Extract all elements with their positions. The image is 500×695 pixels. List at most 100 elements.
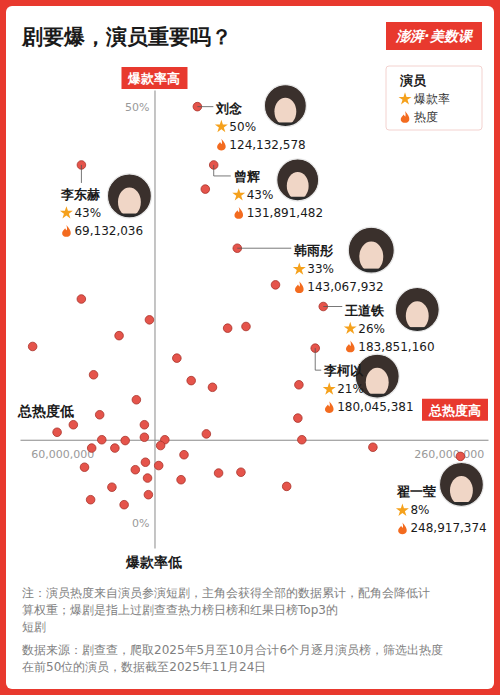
logo: 澎湃·美数课: [386, 22, 482, 50]
note-line: 短剧: [22, 620, 46, 634]
quadrant-box: [422, 399, 488, 421]
legend: 演员爆款率热度: [386, 66, 482, 130]
point: [87, 444, 96, 453]
point: [140, 420, 149, 429]
heat-icon: [295, 281, 304, 293]
rate-icon: [60, 206, 73, 218]
heat-icon: [217, 139, 226, 151]
point: [156, 441, 165, 450]
heat-icon: [62, 225, 71, 237]
point: [294, 414, 303, 423]
heat-label: 131,891,482: [247, 206, 323, 220]
quadrant-label-box: 总热度高: [422, 399, 488, 421]
rate-icon: [232, 188, 245, 200]
photo-border: [107, 174, 151, 218]
y-tick-label: 50%: [125, 101, 149, 114]
heat-label: 124,132,578: [229, 138, 305, 152]
leader-line: [237, 248, 291, 249]
point-label: 曾辉: [234, 169, 260, 184]
x-tick-label: 60,000,000: [31, 448, 94, 461]
point: [187, 376, 196, 385]
rate-icon: [323, 382, 336, 394]
annotations: 刘念 50% 124,132,578 曾辉 43% 131,891,482 韩雨彤 33% 14…: [60, 85, 487, 536]
point: [214, 469, 223, 478]
point: [80, 463, 89, 472]
point: [271, 281, 280, 290]
heat-label: 143,067,932: [307, 280, 383, 294]
heat-label: 248,917,374: [410, 521, 486, 535]
point-label: 刘念: [215, 101, 243, 116]
heat-icon: [401, 111, 410, 123]
rate-label: 43%: [247, 188, 274, 202]
point: [177, 475, 186, 484]
rate-label: 33%: [307, 262, 334, 276]
legend-box: [386, 66, 482, 130]
photo-face: [406, 301, 429, 330]
annotation: 王道铁 26% 183,851,160: [323, 288, 439, 354]
point: [223, 324, 232, 333]
photo-bg: [277, 159, 319, 201]
y-axis: 50% 0%: [125, 91, 155, 549]
rate-icon: [399, 92, 412, 104]
point: [208, 383, 217, 392]
photo: [264, 85, 306, 144]
y-tick: 0%: [132, 517, 154, 530]
heat-icon: [234, 207, 243, 219]
point: [131, 465, 140, 474]
heat-label: 183,851,160: [358, 340, 434, 354]
x-axis: 60,000,000 260,000,000: [21, 440, 489, 461]
point: [89, 370, 98, 379]
heat-icon: [398, 522, 407, 534]
quadrant-label: 总热度低: [17, 403, 74, 419]
title: 剧要爆，演员重要吗？: [21, 25, 232, 49]
point: [28, 342, 37, 351]
legend-title: 演员: [399, 73, 427, 88]
point: [132, 395, 141, 404]
photo-face: [359, 241, 383, 271]
photo-border: [348, 227, 394, 273]
annotation: 翟一莹8%248,917,374: [396, 462, 487, 535]
rate-label: 21%: [337, 382, 364, 396]
point: [97, 435, 106, 444]
point: [295, 380, 304, 389]
points: [28, 102, 464, 509]
point: [282, 482, 291, 491]
rate-label: 26%: [358, 322, 385, 336]
logo-text: 澎湃·美数课: [395, 28, 473, 44]
note-line: 数据来源：剧查查，爬取2025年5月至10月合计6个月逐月演员榜，筛选出热度: [22, 643, 443, 657]
point: [95, 410, 104, 419]
rate-label: 50%: [229, 120, 256, 134]
heat-icon: [346, 341, 355, 353]
heat-icon: [325, 401, 334, 413]
x-tick: 260,000,000: [414, 440, 484, 461]
point: [369, 443, 378, 452]
photo-face: [274, 98, 296, 126]
quadrant-label-box: 爆款率高: [121, 67, 187, 89]
x-tick: 60,000,000: [31, 440, 94, 461]
point: [242, 322, 251, 331]
point-label: 王道铁: [344, 303, 385, 318]
y-tick-label: 0%: [132, 517, 149, 530]
note-line: 算权重；爆剧是指上过剧查查热力榜日榜和红果日榜Top3的: [22, 603, 338, 617]
y-tick: 50%: [125, 101, 154, 114]
note-line: 注：演员热度来自演员参演短剧，主角会获得全部的数据累计，配角会降低计: [22, 586, 430, 600]
point: [201, 185, 210, 194]
quadrant-box: [121, 67, 187, 89]
point: [173, 354, 182, 363]
point: [53, 428, 62, 437]
point: [202, 430, 211, 439]
point-label: 韩雨彤: [293, 243, 334, 258]
rate-icon: [215, 120, 228, 132]
annotation: 韩雨彤 33% 143,067,932: [237, 227, 394, 294]
point: [143, 474, 152, 483]
point: [86, 495, 95, 504]
point: [115, 331, 124, 340]
leader-line: [197, 106, 213, 107]
photo: [439, 462, 483, 524]
note-line: 在前50位的演员，数据截至2025年11月24日: [22, 660, 266, 674]
photo-border: [439, 462, 483, 506]
frame-inner: [6, 6, 494, 689]
leader-line: [81, 165, 82, 183]
photo-border: [277, 159, 319, 201]
rate-label: 43%: [74, 206, 101, 220]
